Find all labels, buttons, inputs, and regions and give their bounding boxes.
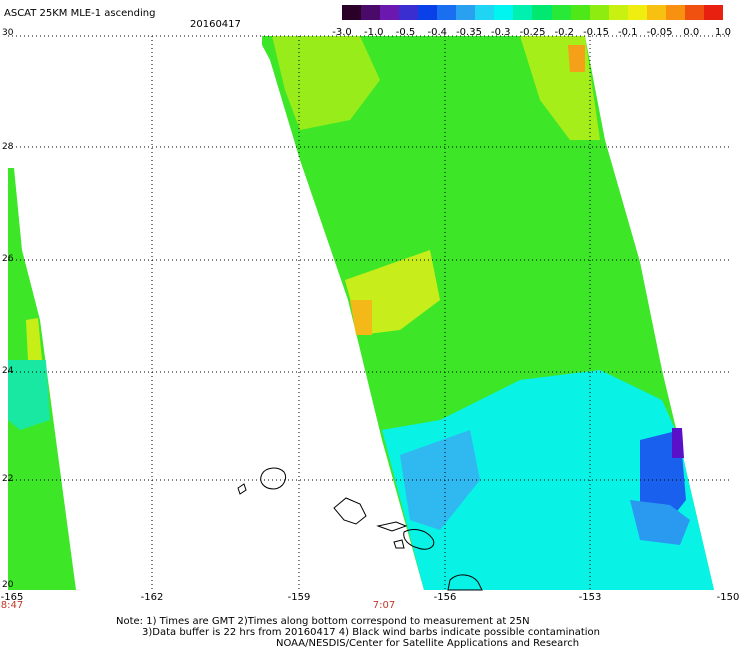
swath-east [262, 36, 714, 590]
lat-label-22: 22 [2, 474, 14, 484]
colorbar-swatch [399, 5, 419, 20]
colorbar-swatch [551, 5, 571, 20]
map-title: ASCAT 25KM MLE-1 ascending [4, 8, 156, 19]
colorbar-label: -0.3 [490, 27, 511, 38]
swath-west-cyan [8, 360, 50, 430]
note-line-3: NOAA/NESDIS/Center for Satellite Applica… [276, 638, 580, 649]
island-hawaii [447, 574, 483, 591]
island-kauai [260, 467, 287, 490]
colorbar-label: -0.4 [427, 27, 448, 38]
colorbar-label: -0.5 [395, 27, 416, 38]
swath-east-purple [672, 428, 684, 458]
swath-east-blue-b [630, 500, 690, 545]
colorbar-swatch [646, 5, 666, 20]
colorbar [342, 5, 723, 20]
island-oahu [333, 497, 367, 525]
colorbar-swatch [703, 5, 723, 20]
colorbar-swatch [665, 5, 685, 20]
swath-east-orange-a [350, 300, 372, 335]
lon-label-165: -165 [0, 592, 24, 603]
colorbar-label: -0.25 [519, 27, 546, 38]
colorbar-label: -0.1 [617, 27, 638, 38]
swath-east-yellow-a [272, 36, 380, 130]
pass-time-east: 7:07 [372, 600, 396, 611]
island-lanai [393, 539, 405, 549]
lon-label-162: -162 [140, 592, 164, 603]
colorbar-swatch [608, 5, 628, 20]
colorbar-swatch [456, 5, 476, 20]
swath-west [8, 168, 76, 590]
colorbar-swatch [532, 5, 552, 20]
colorbar-swatch [513, 5, 533, 20]
lat-label-28: 28 [2, 142, 14, 152]
swath-west-yellow [26, 318, 42, 360]
colorbar-label: 1.0 [715, 27, 731, 38]
colorbar-swatch [418, 5, 438, 20]
colorbar-label: -1.0 [363, 27, 384, 38]
swath-east-orange-b [568, 45, 585, 72]
map-date: 20160417 [190, 19, 241, 30]
colorbar-label: -0.15 [583, 27, 609, 38]
colorbar-swatch [627, 5, 647, 20]
colorbar-swatch [361, 5, 381, 20]
pass-time-west: 8:47 [0, 600, 24, 611]
colorbar-swatch [475, 5, 495, 20]
lon-label-150: -150 [716, 592, 740, 603]
lon-label-159: -159 [287, 592, 311, 603]
footnotes: Note: 1) Times are GMT 2)Times along bot… [116, 616, 600, 649]
colorbar-label: -0.2 [554, 27, 575, 38]
colorbar-swatch [494, 5, 514, 20]
colorbar-swatch [570, 5, 590, 20]
colorbar-swatch [589, 5, 609, 20]
lat-label-24: 24 [2, 366, 14, 376]
lat-label-26: 26 [2, 254, 14, 264]
colorbar-label: -0.35 [456, 27, 482, 38]
colorbar-swatch [684, 5, 704, 20]
island-niihau [237, 483, 247, 495]
colorbar-swatch [437, 5, 457, 20]
island-molokai [376, 521, 408, 532]
island-maui [403, 529, 435, 550]
lon-label-153: -153 [578, 592, 602, 603]
colorbar-label: 0.0 [683, 27, 700, 38]
lon-label-156: -156 [433, 592, 457, 603]
note-line-2: 3)Data buffer is 22 hrs from 20160417 4)… [142, 627, 600, 638]
colorbar-swatch [342, 5, 362, 20]
colorbar-swatch [380, 5, 400, 20]
lat-label-20: 20 [2, 580, 14, 590]
coastlines [237, 467, 483, 591]
graticule [8, 35, 730, 590]
colorbar-label: -3.0 [332, 27, 352, 38]
colorbar-label: -0.05 [646, 27, 673, 38]
note-line-1: Note: 1) Times are GMT 2)Times along bot… [116, 616, 530, 627]
lat-label-30: 30 [2, 28, 14, 38]
